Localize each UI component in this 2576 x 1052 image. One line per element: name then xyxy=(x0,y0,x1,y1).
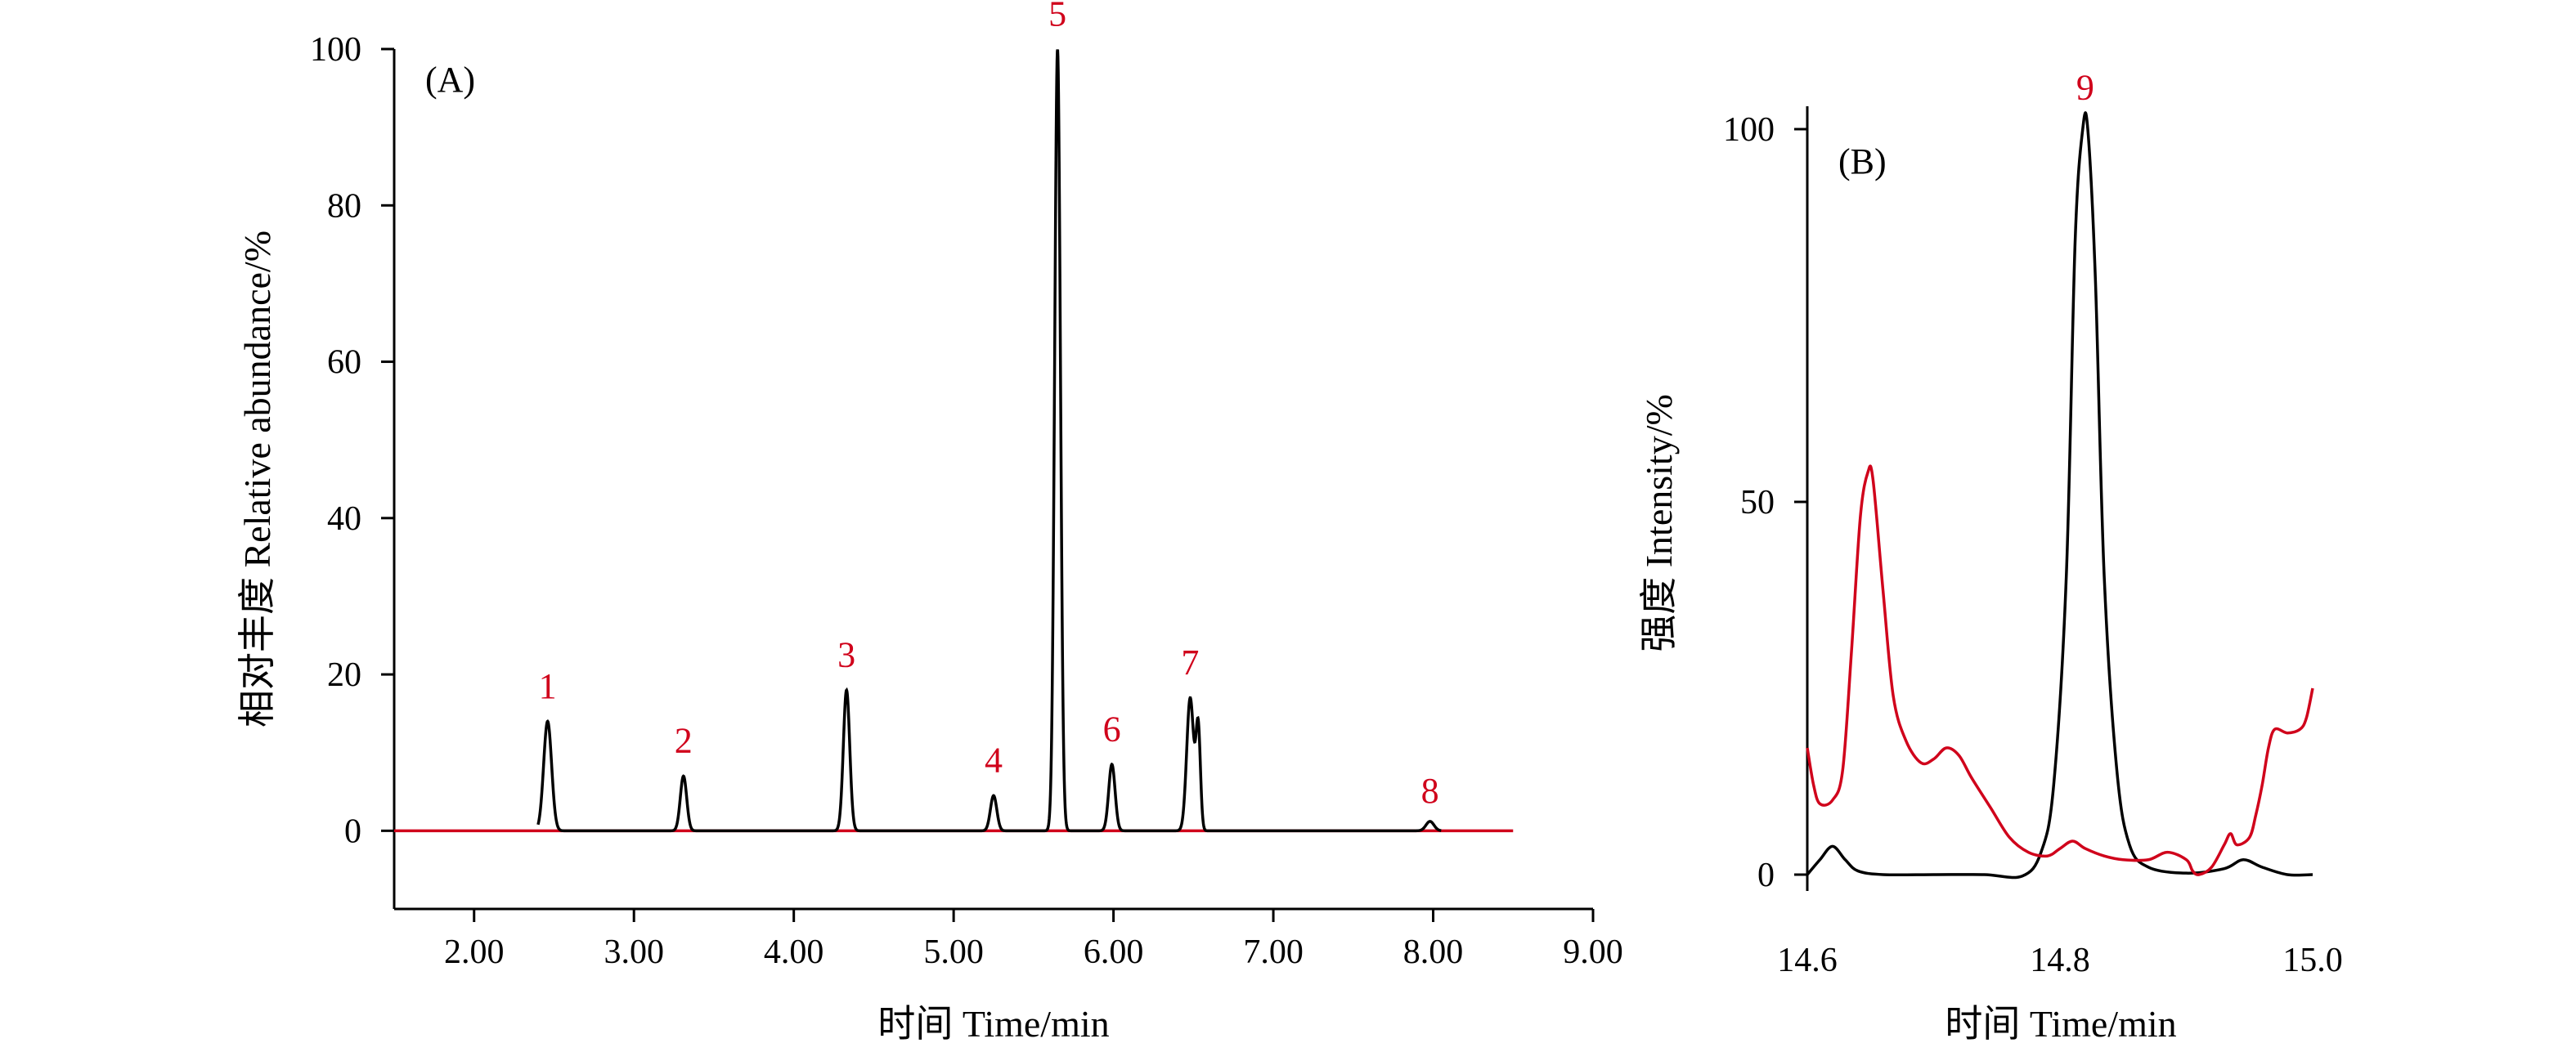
panel-b-y-tick-label: 100 xyxy=(1723,111,1775,149)
panel-b-series-black xyxy=(1806,111,2313,880)
panel-a-peak-label: 6 xyxy=(1103,709,1121,749)
panel-a-x-tick-label: 7.00 xyxy=(1243,933,1304,971)
panel-b-y-tick-label: 0 xyxy=(1757,857,1775,894)
panel-a-x-tick-label: 3.00 xyxy=(604,933,664,971)
panel-a-series-black xyxy=(536,49,1442,833)
panel-a-x-tick-label: 4.00 xyxy=(764,933,824,971)
panel-a-y-axis-title: 相对丰度 Relative abundance/% xyxy=(236,231,278,727)
panel-b: (B) 时间 Time/min 强度 Intensity/% 14.6 14.8 1… xyxy=(1638,68,2343,1045)
panel-a-x-tick-label: 8.00 xyxy=(1403,933,1464,971)
panel-a-peak-label: 8 xyxy=(1421,771,1439,811)
panel-a-x-tick-label: 5.00 xyxy=(923,933,984,971)
panel-a-x-axis-title: 时间 Time/min xyxy=(877,1003,1109,1045)
panel-a-peak-label: 3 xyxy=(837,635,855,675)
panel-b-x-tick-label: 14.8 xyxy=(2030,942,2090,979)
panel-b-y-tick-label: 50 xyxy=(1740,484,1775,522)
panel-a-label: (A) xyxy=(425,60,475,100)
panel-a-y-tick-label: 80 xyxy=(327,187,361,225)
panel-b-y-axis-title: 强度 Intensity/% xyxy=(1638,394,1680,652)
panel-b-label: (B) xyxy=(1838,141,1887,181)
panel-a-y-tick-label: 60 xyxy=(327,344,361,382)
panel-a-y-tick-label: 0 xyxy=(344,813,361,850)
panel-a-peak-label: 7 xyxy=(1181,642,1199,683)
panel-b-x-axis-title: 时间 Time/min xyxy=(1945,1003,2176,1045)
panel-a-peak-label: 5 xyxy=(1048,0,1066,34)
panel-a: (A) 时间 Time/min 相对丰度 Relative abundance/… xyxy=(236,0,1623,1045)
panel-a-peak-label: 1 xyxy=(539,666,557,706)
panel-a-y-tick-label: 20 xyxy=(327,656,361,694)
panel-a-x-tick-label: 9.00 xyxy=(1563,933,1623,971)
panel-b-x-tick-label: 14.6 xyxy=(1777,942,1838,979)
panel-b-x-tick-label: 15.0 xyxy=(2282,942,2343,979)
panel-a-peak-label: 4 xyxy=(985,741,1003,781)
panel-b-peak-label: 9 xyxy=(2076,68,2094,108)
panel-a-y-tick-label: 40 xyxy=(327,500,361,538)
panel-a-y-tick-label: 100 xyxy=(310,31,361,69)
panel-a-x-tick-label: 6.00 xyxy=(1084,933,1144,971)
panel-a-x-tick-label: 2.00 xyxy=(444,933,505,971)
panel-a-peak-label: 2 xyxy=(675,721,693,761)
panel-b-series-red xyxy=(1806,464,2314,876)
